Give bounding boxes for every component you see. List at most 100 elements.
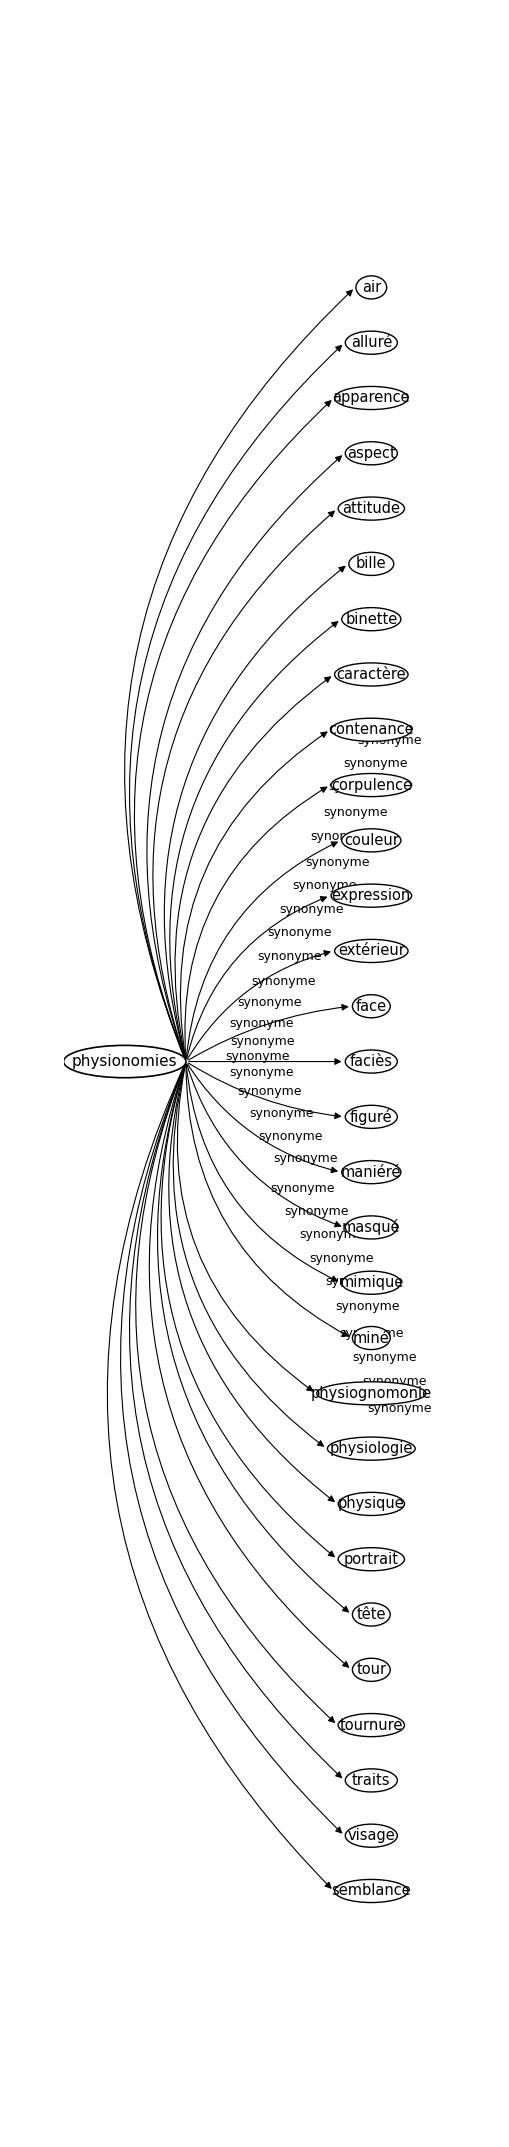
Ellipse shape bbox=[327, 1436, 415, 1460]
Text: synonyme: synonyme bbox=[249, 1106, 314, 1119]
Ellipse shape bbox=[352, 1604, 390, 1625]
Ellipse shape bbox=[345, 1215, 398, 1239]
Text: extérieur: extérieur bbox=[338, 943, 405, 958]
Ellipse shape bbox=[334, 663, 408, 687]
Text: couleur: couleur bbox=[344, 833, 399, 848]
Text: synonyme: synonyme bbox=[310, 831, 375, 844]
Text: physiognomonie: physiognomonie bbox=[311, 1385, 432, 1400]
Ellipse shape bbox=[334, 940, 408, 962]
FancyArrowPatch shape bbox=[170, 623, 338, 1058]
Text: synonyme: synonyme bbox=[251, 975, 316, 988]
Text: bille: bille bbox=[356, 556, 387, 571]
FancyArrowPatch shape bbox=[180, 732, 327, 1058]
Text: figuré: figuré bbox=[350, 1108, 392, 1125]
Ellipse shape bbox=[352, 994, 390, 1018]
FancyArrowPatch shape bbox=[134, 401, 331, 1058]
Text: synonyme: synonyme bbox=[329, 779, 393, 792]
Ellipse shape bbox=[342, 608, 401, 631]
Ellipse shape bbox=[345, 1106, 398, 1129]
Text: synonyme: synonyme bbox=[352, 1350, 416, 1363]
FancyArrowPatch shape bbox=[129, 1065, 342, 1778]
Text: face: face bbox=[356, 998, 387, 1013]
Text: synonyme: synonyme bbox=[279, 902, 344, 917]
Text: mimique: mimique bbox=[339, 1275, 404, 1290]
FancyArrowPatch shape bbox=[121, 1065, 342, 1834]
Ellipse shape bbox=[345, 1050, 398, 1074]
Ellipse shape bbox=[342, 1162, 401, 1183]
Text: synonyme: synonyme bbox=[362, 1376, 427, 1389]
Text: alluré: alluré bbox=[351, 335, 392, 350]
Text: synonyme: synonyme bbox=[335, 1299, 400, 1312]
FancyArrowPatch shape bbox=[177, 1065, 313, 1391]
Text: corpulence: corpulence bbox=[331, 777, 412, 792]
Text: binette: binette bbox=[345, 612, 398, 627]
Text: visage: visage bbox=[348, 1829, 395, 1842]
Text: apparence: apparence bbox=[332, 391, 410, 406]
Text: synonyme: synonyme bbox=[285, 1204, 349, 1217]
FancyArrowPatch shape bbox=[136, 1065, 334, 1722]
FancyArrowPatch shape bbox=[187, 1065, 341, 1226]
Ellipse shape bbox=[334, 1879, 408, 1902]
Text: synonyme: synonyme bbox=[230, 1035, 295, 1048]
FancyArrowPatch shape bbox=[107, 1065, 331, 1887]
Text: synonyme: synonyme bbox=[268, 928, 332, 940]
FancyArrowPatch shape bbox=[187, 951, 330, 1058]
Text: synonyme: synonyme bbox=[237, 1086, 302, 1099]
Text: synonyme: synonyme bbox=[309, 1252, 374, 1265]
Text: tour: tour bbox=[356, 1662, 386, 1677]
FancyArrowPatch shape bbox=[186, 842, 337, 1058]
Text: synonyme: synonyme bbox=[367, 1402, 432, 1415]
Ellipse shape bbox=[352, 1327, 390, 1350]
Ellipse shape bbox=[342, 1271, 401, 1295]
FancyArrowPatch shape bbox=[157, 1065, 349, 1612]
Text: synonyme: synonyme bbox=[259, 1129, 323, 1142]
Text: synonyme: synonyme bbox=[339, 1327, 404, 1340]
Text: physionomies: physionomies bbox=[72, 1054, 178, 1069]
Text: faciès: faciès bbox=[350, 1054, 393, 1069]
Ellipse shape bbox=[64, 1046, 186, 1078]
Text: synonyme: synonyme bbox=[237, 996, 302, 1009]
Ellipse shape bbox=[331, 773, 412, 797]
FancyArrowPatch shape bbox=[164, 567, 345, 1058]
FancyArrowPatch shape bbox=[147, 455, 342, 1058]
FancyArrowPatch shape bbox=[169, 1065, 334, 1501]
Text: miné: miné bbox=[353, 1331, 390, 1346]
Text: synonyme: synonyme bbox=[229, 1018, 294, 1031]
Ellipse shape bbox=[352, 1657, 390, 1681]
Ellipse shape bbox=[345, 1825, 398, 1846]
Text: caractère: caractère bbox=[336, 668, 406, 683]
Text: synonyme: synonyme bbox=[323, 807, 388, 820]
Text: synonyme: synonyme bbox=[230, 1067, 294, 1080]
Ellipse shape bbox=[334, 386, 408, 410]
FancyArrowPatch shape bbox=[173, 1065, 323, 1447]
FancyArrowPatch shape bbox=[187, 1065, 337, 1172]
Text: masqué: masqué bbox=[342, 1219, 401, 1235]
FancyArrowPatch shape bbox=[187, 897, 326, 1058]
Text: tournure: tournure bbox=[340, 1718, 403, 1733]
Text: physique: physique bbox=[338, 1496, 405, 1511]
Text: aspect: aspect bbox=[347, 447, 395, 462]
FancyArrowPatch shape bbox=[188, 1005, 348, 1061]
Ellipse shape bbox=[338, 1548, 405, 1572]
Text: synonyme: synonyme bbox=[292, 880, 356, 893]
Ellipse shape bbox=[345, 1769, 398, 1793]
Text: synonyme: synonyme bbox=[258, 951, 322, 964]
FancyArrowPatch shape bbox=[125, 290, 352, 1058]
Text: air: air bbox=[362, 279, 381, 294]
Ellipse shape bbox=[342, 829, 401, 852]
Text: physiologie: physiologie bbox=[330, 1441, 413, 1456]
Text: synonyme: synonyme bbox=[357, 734, 422, 747]
FancyArrowPatch shape bbox=[161, 1065, 334, 1557]
Ellipse shape bbox=[331, 885, 412, 908]
Text: synonyme: synonyme bbox=[305, 857, 370, 870]
FancyArrowPatch shape bbox=[185, 788, 327, 1058]
Text: expression: expression bbox=[332, 889, 411, 904]
FancyArrowPatch shape bbox=[175, 676, 330, 1058]
Ellipse shape bbox=[356, 275, 387, 298]
Ellipse shape bbox=[338, 498, 405, 520]
Text: portrait: portrait bbox=[344, 1552, 399, 1567]
Text: maniéré: maniéré bbox=[341, 1164, 402, 1179]
Ellipse shape bbox=[338, 1713, 405, 1737]
Text: tête: tête bbox=[357, 1606, 386, 1621]
FancyArrowPatch shape bbox=[153, 511, 334, 1058]
